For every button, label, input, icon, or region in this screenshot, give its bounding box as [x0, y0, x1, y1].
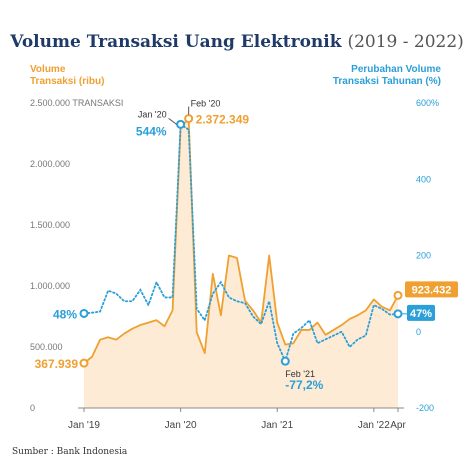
growth-trough-label: -77,2% [285, 378, 323, 392]
left-tick-label: 2.000.000 [30, 159, 70, 169]
right-axis-label: Transaksi Tahunan (%) [333, 76, 441, 87]
growth-start-marker [79, 308, 89, 318]
right-tick-label: 400 [416, 174, 431, 184]
volume-peak-date: Feb '20 [191, 99, 221, 109]
volume-end-label: 923.432 [412, 284, 452, 296]
chart-title: Volume Transaksi Uang Elektronik (2019 -… [0, 32, 474, 52]
right-tick-label: 0 [416, 327, 421, 337]
x-tick-label: Jan '20 [165, 420, 197, 431]
right-tick-label: -200 [416, 403, 434, 413]
annotation-leader [168, 117, 177, 125]
left-tick-label: 1.000.000 [30, 281, 70, 291]
growth-trough-marker [280, 356, 290, 366]
left-tick-label: 2.500.000 TRANSAKSI [30, 98, 123, 108]
growth-series-line [83, 122, 399, 364]
right-tick-label: 600% [416, 98, 439, 108]
growth-end-label: 47% [410, 308, 432, 320]
growth-peak-marker [176, 119, 186, 129]
left-axis-label: Transaksi (ribu) [30, 76, 104, 87]
volume-area [84, 118, 398, 408]
x-tick-label: Jan '21 [261, 420, 293, 431]
left-tick-label: 0 [30, 403, 35, 413]
source-note: Sumber : Bank Indonesia [12, 447, 128, 457]
volume-peak-label: 2.372.349 [196, 113, 250, 127]
left-tick-label: 1.500.000 [30, 220, 70, 230]
left-tick-label: 500.000 [30, 342, 63, 352]
volume-start-label: 367.939 [35, 357, 79, 371]
right-tick-label: 200 [416, 251, 431, 261]
growth-end-label-badge [407, 304, 435, 321]
left-axis-label: Volume [30, 64, 66, 75]
volume-end-marker [393, 290, 403, 300]
growth-peak-date: Jan '20 [138, 109, 167, 119]
volume-start-marker [79, 358, 89, 368]
chart-title-main: Volume Transaksi Uang Elektronik [10, 32, 342, 52]
growth-end-marker [393, 309, 403, 319]
right-axis-label: Perubahan Volume [351, 64, 441, 75]
growth-start-label: 48% [53, 307, 77, 321]
x-tick-label: Jan '22 [358, 420, 390, 431]
growth-trough-date: Feb '21 [285, 369, 315, 379]
growth-peak-label: 544% [136, 124, 167, 138]
x-tick-label: Apr [390, 420, 406, 431]
volume-series-line [83, 117, 399, 364]
chart-title-years: (2019 - 2022) [347, 32, 464, 52]
volume-end-label-badge [405, 281, 458, 298]
x-tick-label: Jan '19 [68, 420, 100, 431]
volume-peak-marker [184, 114, 194, 124]
